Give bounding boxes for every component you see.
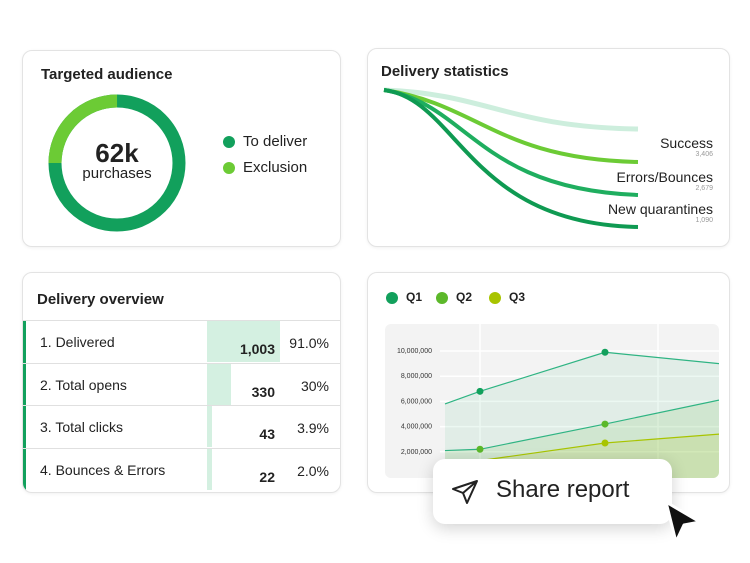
row-label: 3. Total clicks [40,419,123,435]
delivery-overview-card: Delivery overview 1. Delivered 1,003 91.… [22,272,341,493]
stat-value: 3,406 [695,151,713,158]
card-title: Targeted audience [41,66,173,83]
data-point-q2 [601,420,609,428]
area-chart: 10,000,000 8,000,000 6,000,000 4,000,000 2,0… [397,324,719,478]
table-accent [23,320,26,492]
area-q1 [445,352,719,478]
value-bar [207,448,212,490]
dot-icon [223,136,235,149]
y-tick-label: 6,000,000 [401,398,432,405]
flow-chart [383,79,668,239]
y-tick-label: 8,000,000 [401,373,432,380]
value-bar [207,406,212,447]
send-icon [452,480,478,504]
line-q2 [444,399,719,452]
table-row[interactable]: 3. Total clicks 43 3.9% [23,405,340,447]
donut-unit: purchases [82,165,152,182]
row-value: 330 [251,383,275,400]
stat-value: 2,679 [695,185,713,192]
quarterly-chart-card: Q1 Q2 Q3 10,000,000 8,000,000 6,000,000 4,0… [367,272,730,493]
row-value: 1,003 [239,341,275,357]
legend-label: To deliver [243,133,308,150]
row-percent: 3.9% [297,420,329,436]
stat-label: Errors/Bounces [616,169,713,185]
delivery-statistics-card: Delivery statistics Success 3,406 Errors/… [367,48,730,247]
data-point-q2 [476,445,484,453]
stat-label: New quarantines [607,201,713,217]
row-label: 1. Delivered [40,334,115,350]
y-tick-label: 2,000,000 [401,449,432,456]
legend-q2: Q2 [436,290,472,304]
data-point-q1 [476,387,484,395]
cursor-icon [664,500,702,544]
table-row[interactable]: 2. Total opens 330 30% [23,362,340,405]
stat-errors: Errors/Bounces 2,679 [617,169,713,192]
share-report-button[interactable]: Share report [433,459,672,524]
row-label: 4. Bounces & Errors [40,461,166,478]
row-label: 2. Total opens [40,376,127,393]
value-bar [207,363,231,405]
legend-to-deliver: To deliver [223,133,307,150]
targeted-audience-card: Targeted audience 62k purchases To deliv… [22,50,341,247]
table-row[interactable]: 1. Delivered 1,003 91.0% [23,320,340,362]
share-label: Share report [496,476,630,503]
stat-quarantines: New quarantines 1,090 [608,201,713,224]
row-value: 22 [259,468,275,485]
dot-icon [489,291,501,304]
legend-q3: Q3 [489,290,525,304]
legend-q1: Q1 [386,290,422,304]
donut-chart [48,94,186,232]
legend-exclusion: Exclusion [223,159,307,176]
legend-label: Q1 [406,290,423,304]
area-q2 [445,400,719,478]
data-point-q3 [601,439,609,447]
y-tick-label: 4,000,000 [401,424,432,431]
legend-label: Q2 [456,290,473,304]
stat-success: Success 3,406 [660,135,713,158]
donut-exclusion [48,94,186,232]
value-bar [207,321,280,362]
line-q1 [444,351,719,405]
stat-label: Success [660,135,713,151]
dot-icon [223,162,235,175]
y-tick-label: 10,000,000 [397,348,432,355]
plot-area: 10,000,000 8,000,000 6,000,000 4,000,000 2,0… [385,324,719,478]
row-percent: 91.0% [289,335,329,351]
row-value: 43 [259,426,275,442]
row-percent: 30% [300,377,329,394]
row-percent: 2.0% [297,462,329,479]
dot-icon [436,291,448,304]
card-title: Delivery overview [37,291,164,308]
card-title: Delivery statistics [381,63,509,80]
dot-icon [386,291,398,304]
data-point-q1 [601,348,609,356]
table-row[interactable]: 4. Bounces & Errors 22 2.0% [23,447,340,490]
stat-value: 1,090 [695,217,713,224]
legend-label: Q3 [509,290,526,304]
legend-label: Exclusion [243,159,308,176]
donut-value: 62k [95,138,139,168]
